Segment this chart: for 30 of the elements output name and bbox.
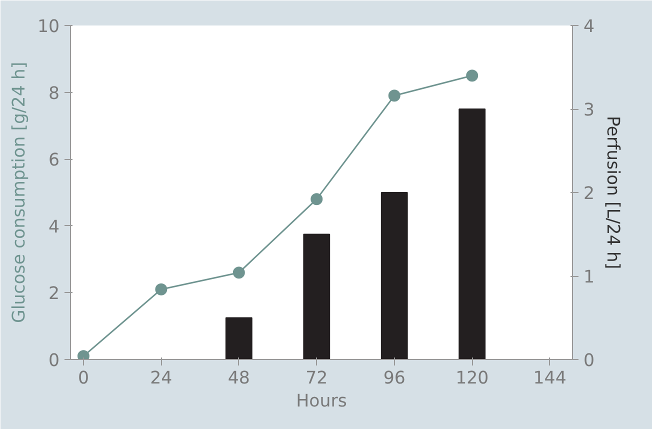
y2-tick-label: 0 xyxy=(584,351,595,371)
y2-tick-label: 3 xyxy=(584,100,595,120)
y2-tick-label: 2 xyxy=(584,184,595,204)
y-axis-title: Glucose consumption [g/24 h] xyxy=(9,62,30,324)
x-tick-label: 96 xyxy=(383,368,406,388)
bar xyxy=(225,317,252,360)
bar xyxy=(380,192,408,360)
x-tick-label: 0 xyxy=(78,368,89,388)
point xyxy=(466,70,478,82)
bar xyxy=(303,234,330,360)
x-tick-label: 120 xyxy=(456,368,489,388)
y-tick-label: 2 xyxy=(48,284,60,304)
x-axis-title: Hours xyxy=(296,392,347,412)
y-tick-label: 4 xyxy=(48,217,60,238)
y2-tick-label: 1 xyxy=(584,268,595,288)
bar xyxy=(458,108,486,360)
point xyxy=(310,193,323,206)
y-tick-label: 0 xyxy=(48,351,60,371)
x-tick-label: 144 xyxy=(533,368,566,388)
point xyxy=(388,90,400,102)
x-tick-label: 72 xyxy=(306,368,328,388)
y2-axis-title: Perfusion [L/24 h] xyxy=(602,116,623,270)
y-tick-label: 10 xyxy=(37,17,60,37)
x-tick-label: 24 xyxy=(150,368,172,388)
y-tick-label: 8 xyxy=(48,84,60,104)
y-tick-label: 6 xyxy=(48,150,60,171)
y2-tick-label: 4 xyxy=(584,17,595,37)
point xyxy=(155,283,168,296)
x-tick-label: 48 xyxy=(228,368,250,388)
point xyxy=(232,266,245,279)
